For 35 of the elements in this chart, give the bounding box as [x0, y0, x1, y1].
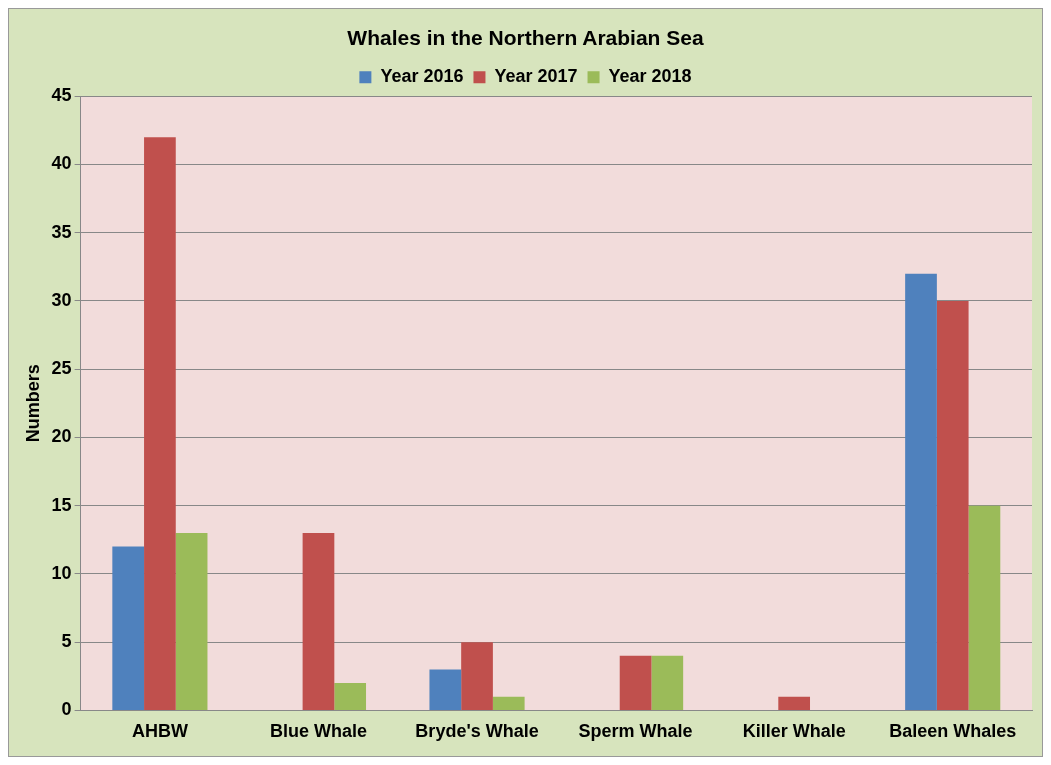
x-tick-label: Blue Whale: [269, 721, 367, 742]
y-tick-label: 15: [51, 494, 72, 515]
bar: [461, 642, 493, 710]
y-tick-label: 20: [51, 426, 72, 447]
bar: [936, 300, 969, 710]
bar: [651, 655, 684, 710]
x-tick-label: Sperm Whale: [578, 721, 693, 742]
bar: [334, 683, 367, 710]
x-tick-label: Bryde's Whale: [415, 721, 539, 742]
chart-title: Whales in the Northern Arabian Sea: [347, 26, 704, 50]
legend-label: Year 2017: [494, 66, 578, 87]
bar: [429, 669, 462, 710]
legend-label: Year 2018: [608, 66, 692, 87]
y-axis-title: Numbers: [22, 364, 43, 443]
bar: [619, 655, 652, 710]
x-tick-label: Baleen Whales: [889, 721, 1017, 742]
y-tick-label: 40: [51, 153, 72, 174]
y-tick-label: 45: [51, 85, 72, 106]
bar: [144, 137, 176, 710]
x-tick-label: AHBW: [131, 721, 188, 742]
bar: [302, 532, 335, 710]
y-tick-label: 0: [61, 699, 72, 720]
bar: [968, 505, 1001, 710]
x-tick-label: Killer Whale: [742, 721, 846, 742]
bar: [175, 532, 208, 710]
legend-label: Year 2016: [380, 66, 464, 87]
y-tick-label: 25: [51, 358, 72, 379]
bar: [492, 696, 525, 710]
bar: [112, 546, 145, 710]
bar: [778, 696, 811, 710]
bar: [905, 273, 937, 710]
y-tick-label: 5: [61, 631, 72, 652]
y-tick-label: 30: [51, 289, 72, 310]
y-tick-label: 35: [51, 221, 72, 242]
y-tick-label: 10: [51, 562, 72, 583]
